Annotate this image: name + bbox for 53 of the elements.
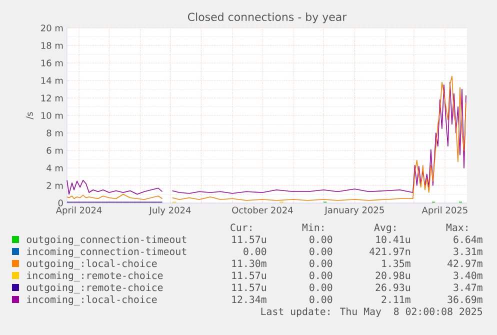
text: 20.98u: [376, 272, 410, 280]
legend-label: incoming_:local-choice: [27, 295, 157, 306]
legend-label: outgoing_:local-choice: [26, 259, 157, 270]
y-tick-label: 20 m: [41, 24, 63, 32]
text: 11.57u: [232, 272, 266, 280]
text: Avg:: [374, 224, 396, 234]
text: 36.69m: [448, 296, 482, 304]
legend-label: outgoing_:remote-choice: [26, 283, 163, 294]
text: 3.31m: [454, 248, 482, 256]
text: 0.00: [310, 260, 332, 268]
text: Max:: [446, 224, 468, 232]
text: 421.97n: [370, 248, 410, 256]
text: 0.00: [310, 248, 332, 256]
text: 2.11m: [382, 296, 410, 304]
y-tick-label: 12 m: [41, 94, 63, 102]
text: Min:: [302, 223, 324, 232]
text: Last update: Thu May 8 02:00:08 2025: [261, 307, 482, 318]
text: 10.41u: [376, 236, 410, 244]
text: 0.00: [310, 284, 332, 292]
text: 3.47m: [454, 284, 482, 292]
x-tick-label: April 2024: [56, 206, 102, 216]
text: 26.93u: [376, 284, 410, 292]
y-tick-label: 0: [58, 200, 63, 206]
text: 42.97m: [448, 260, 482, 268]
text: 0.00: [310, 272, 332, 280]
y-tick-label: 18 m: [41, 42, 63, 49]
text: 11.30m: [232, 260, 266, 268]
x-tick-label: July 2024: [148, 206, 191, 216]
y-tick-label: 14 m: [41, 77, 63, 84]
text: 11.57u: [232, 284, 266, 292]
y-tick-label: 6 m: [46, 147, 63, 154]
legend-label: outgoing_connection-timeout: [26, 235, 186, 246]
x-tick-label: January 2025: [324, 206, 384, 216]
y-axis-title: /s: [26, 112, 34, 120]
y-tick-label: 10 m: [41, 112, 63, 119]
chart-title: Closed connections - by year: [188, 12, 347, 24]
y-tick-label: 8 m: [46, 130, 63, 136]
text: 1.35m: [382, 260, 410, 268]
legend-label: incoming_:remote-choice: [27, 271, 163, 282]
x-tick-label: October 2024: [232, 206, 293, 214]
text: Cur:: [230, 224, 252, 232]
text: 12.34m: [232, 296, 266, 304]
text: 6.64m: [454, 236, 482, 244]
text: 11.57u: [232, 236, 266, 244]
text: 3.40m: [454, 272, 482, 280]
y-tick-label: 16 m: [41, 60, 63, 66]
text: 0.00: [244, 248, 266, 256]
y-tick-label: 4 m: [46, 164, 63, 172]
text: 0.00: [310, 236, 332, 244]
text: 0.00: [310, 296, 332, 304]
y-tick-label: 2 m: [46, 182, 63, 189]
x-tick-label: April 2025: [422, 206, 468, 216]
legend-label: incoming_connection-timeout: [27, 247, 186, 258]
